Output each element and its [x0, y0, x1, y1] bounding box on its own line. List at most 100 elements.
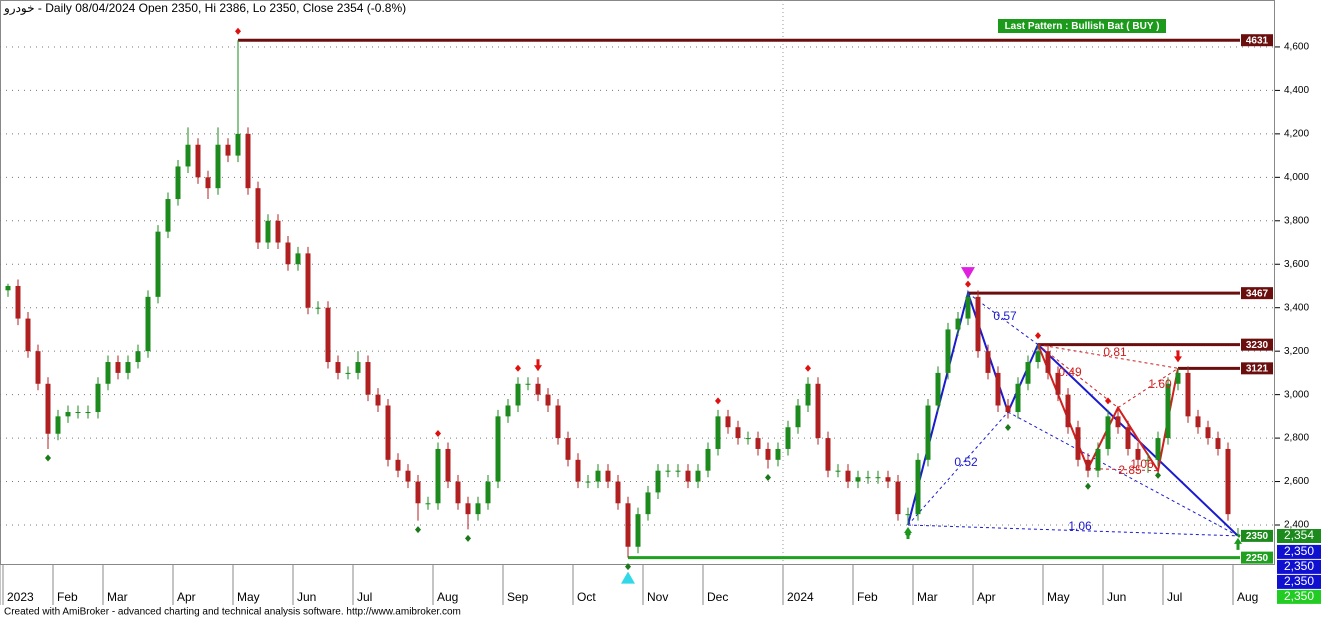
candle-body	[895, 481, 901, 515]
candle-body	[495, 416, 501, 482]
price-label-box	[1277, 574, 1321, 589]
trough-marker	[1155, 471, 1161, 479]
candle-body	[215, 144, 221, 189]
ratio-label: 0.57	[993, 309, 1017, 323]
level-label: 3230	[1246, 340, 1269, 351]
candle-body	[315, 307, 321, 309]
candle-body	[545, 394, 551, 406]
y-tick-label: 3,800	[1284, 215, 1309, 226]
candle-body	[695, 470, 701, 482]
candle-body	[975, 296, 981, 352]
plot-frame	[0, 0, 1275, 565]
candle-body	[155, 231, 161, 297]
candle-body	[585, 481, 591, 483]
candle-body	[275, 220, 281, 243]
candle-body	[595, 470, 601, 482]
candle-body	[15, 285, 21, 319]
level-box	[1241, 338, 1273, 351]
candle-body	[625, 503, 631, 547]
candle-body	[1205, 427, 1211, 439]
candle-body	[265, 220, 271, 243]
candle-body	[745, 438, 751, 440]
candle-body	[865, 477, 871, 479]
y-tick-label: 2,400	[1284, 520, 1309, 531]
ratio-label: 1.06	[1068, 519, 1092, 533]
candle-body	[95, 383, 101, 413]
trough-marker	[1085, 482, 1091, 490]
y-tick-label: 3,000	[1284, 389, 1309, 400]
level-box	[1241, 551, 1273, 564]
candle-body	[1085, 459, 1091, 471]
candle-body	[425, 503, 431, 505]
candle-body	[385, 405, 391, 460]
candle-body	[1195, 416, 1201, 428]
candle-body	[565, 438, 571, 460]
candle-body	[655, 470, 661, 493]
candle-body	[1225, 448, 1231, 515]
candle-body	[1065, 394, 1071, 428]
candle-body	[925, 405, 931, 460]
trough-marker	[765, 474, 771, 482]
footer: Created with AmiBroker - advanced charti…	[4, 607, 461, 618]
ratio-label: 0.52	[954, 455, 978, 469]
down-arrow	[1174, 350, 1182, 363]
level-label: 2350	[1246, 531, 1269, 542]
x-tick-label: May	[1047, 590, 1070, 604]
pattern-line	[1037, 344, 1179, 474]
x-tick-label: 2023	[7, 590, 34, 604]
candle-body	[235, 133, 241, 156]
x-tick-label: Jul	[1167, 590, 1182, 604]
candle-body	[845, 470, 851, 482]
candle-body	[395, 459, 401, 471]
y-tick-label: 3,600	[1284, 259, 1309, 270]
candle-body	[775, 448, 781, 460]
candle-body	[125, 362, 131, 373]
candle-body	[85, 412, 91, 414]
x-tick-label: Jun	[1107, 590, 1126, 604]
price-label: 2,350	[1284, 559, 1314, 573]
level-box	[1241, 362, 1273, 375]
candle-body	[515, 383, 521, 406]
candle-body	[1115, 416, 1121, 428]
candle-body	[785, 427, 791, 449]
candle-body	[445, 448, 451, 482]
candle-body	[355, 362, 361, 373]
candle-body	[135, 351, 141, 363]
level-label: 3121	[1246, 363, 1269, 374]
candle-body	[825, 438, 831, 471]
peak-marker	[235, 27, 241, 35]
trough-marker	[465, 534, 471, 542]
level-label: 3467	[1246, 288, 1269, 299]
candle-body	[1025, 362, 1031, 384]
candle-body	[35, 351, 41, 384]
candle-body	[45, 383, 51, 434]
price-label-box	[1277, 589, 1321, 604]
x-tick-label: Jul	[357, 590, 372, 604]
candle-body	[615, 481, 621, 504]
candle-body	[1005, 405, 1011, 413]
peak-marker	[435, 429, 441, 437]
x-tick-label: Jun	[297, 590, 316, 604]
candle-body	[465, 503, 471, 515]
pattern-dash	[907, 411, 1009, 526]
y-tick-label: 4,200	[1284, 129, 1309, 140]
candle-body	[1215, 438, 1221, 449]
y-tick-label: 3,200	[1284, 346, 1309, 357]
x-tick-label: Mar	[917, 590, 938, 604]
candle-body	[175, 166, 181, 200]
candle-body	[675, 470, 681, 472]
candle-body	[635, 514, 641, 547]
x-tick-label: May	[237, 590, 260, 604]
candle-body	[645, 492, 651, 515]
candle-body	[735, 427, 741, 439]
candle-body	[1155, 438, 1161, 460]
ratio-label: 2.85	[1118, 463, 1142, 477]
candle-body	[405, 470, 411, 482]
candle-body	[415, 481, 421, 504]
candle-body	[165, 199, 171, 232]
candle-body	[575, 459, 581, 482]
candle-body	[105, 362, 111, 384]
peak-marker	[965, 280, 971, 288]
candle-body	[1175, 372, 1181, 384]
